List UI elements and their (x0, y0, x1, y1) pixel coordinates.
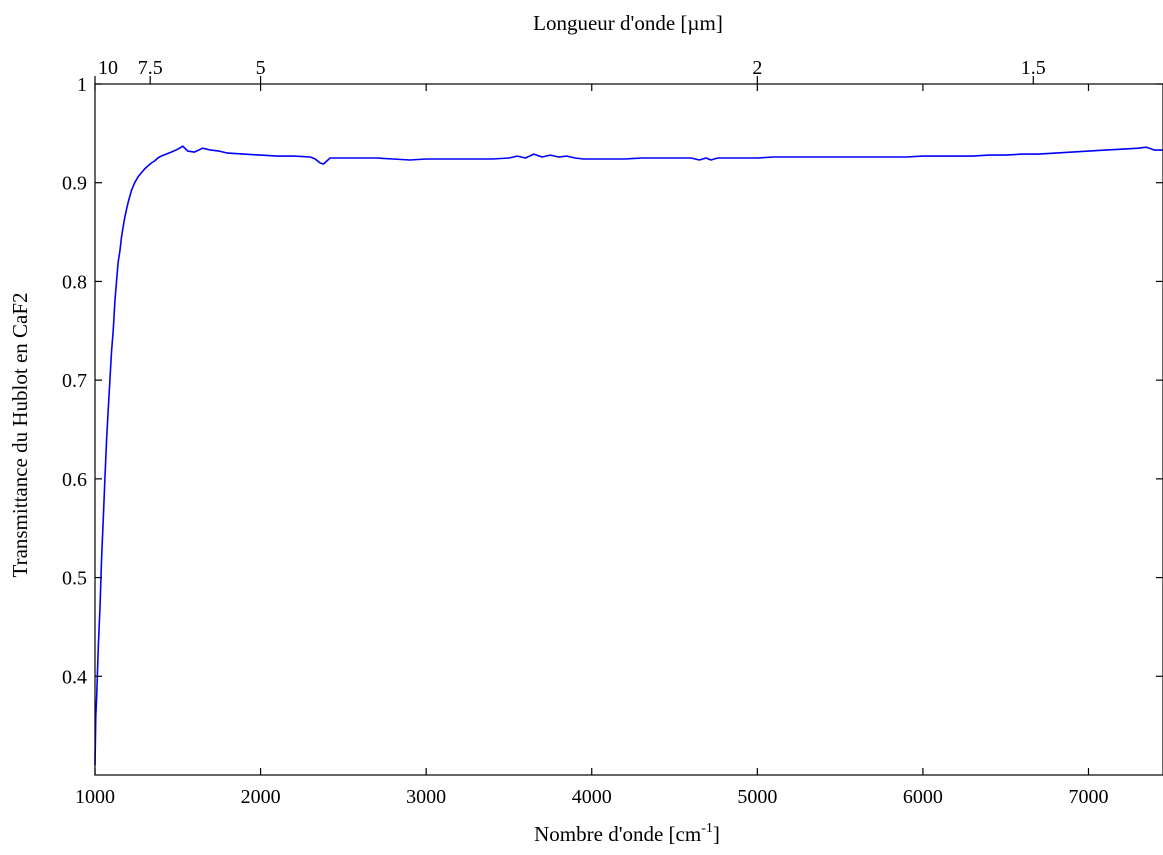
y-tick-label: 0.9 (62, 173, 87, 195)
top-tick-label: 1.5 (1021, 57, 1046, 79)
y-tick-label: 1 (77, 74, 87, 96)
y-tick-label: 0.8 (62, 271, 87, 293)
top-tick-label: 7.5 (138, 57, 163, 79)
x-tick-label: 2000 (241, 786, 281, 808)
y-axis: 0.4 0.5 0.6 0.7 0.8 0.9 1 (62, 74, 1163, 688)
y-tick-label: 0.5 (62, 568, 87, 590)
top-wavelength-axis: 10 7.5 5 2 1.5 (94, 57, 1046, 84)
top-axis-title: Longueur d'onde [µm] (533, 11, 723, 35)
plot-frame (94, 83, 1163, 776)
y-axis-title: Transmittance du Hublot en CaF2 (8, 292, 32, 577)
top-tick-label: 10 (98, 57, 118, 79)
plot-area: 1000 2000 3000 4000 5000 6000 7000 0.40.50.60.… (62, 57, 1163, 808)
x-axis-title-superscript: -1 (701, 821, 713, 836)
y-tick-label: 0.4 (62, 666, 87, 688)
top-tick-label: 5 (256, 57, 266, 79)
top-tick-label: 2 (752, 57, 762, 79)
x-tick-label: 6000 (903, 786, 943, 808)
x-axis-title-suffix: ] (713, 822, 720, 846)
x-axis-title-main: Nombre d'onde [cm (534, 822, 701, 846)
y-tick-label: 0.7 (62, 370, 87, 392)
x-tick-label: 4000 (572, 786, 612, 808)
transmittance-line (94, 145, 1163, 766)
x-axis-title: Nombre d'onde [cm-1] (534, 821, 720, 846)
x-tick-label: 7000 (1068, 786, 1108, 808)
x-tick-label: 3000 (406, 786, 446, 808)
x-tick-label: 1000 (75, 786, 115, 808)
series-layer (94, 145, 1163, 766)
x-tick-label: 5000 (737, 786, 777, 808)
x-axis: 1000 2000 3000 4000 5000 6000 7000 (75, 84, 1108, 808)
y-tick-label: 0.6 (62, 469, 87, 491)
